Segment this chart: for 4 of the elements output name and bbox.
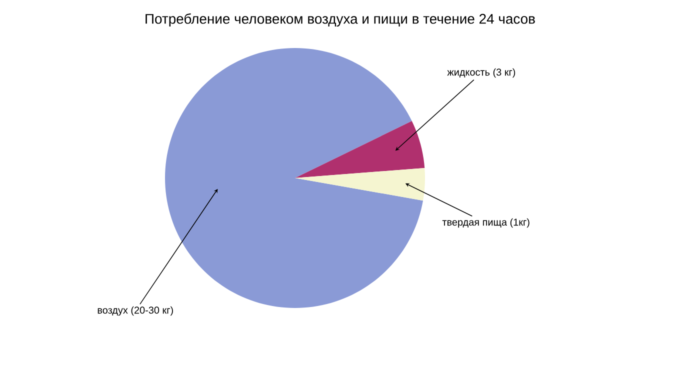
slice-label: твердая пища (1кг) bbox=[442, 218, 530, 228]
chart-title: Потребление человеком воздуха и пищи в течение 24 часов bbox=[146, 13, 535, 27]
slice-label: воздух (20-30 кг) bbox=[98, 306, 173, 316]
slice-label: жидкость (3 кг) bbox=[447, 68, 516, 78]
